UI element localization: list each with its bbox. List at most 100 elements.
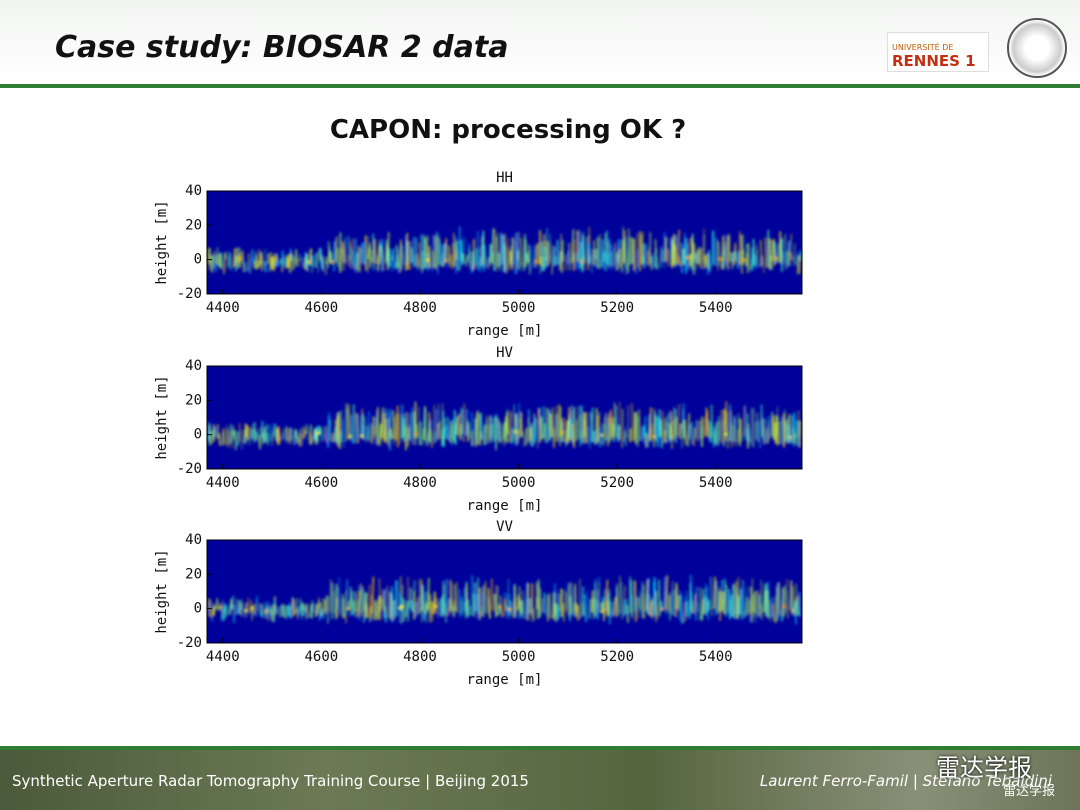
texture-streak <box>462 253 465 264</box>
texture-streak <box>469 251 472 270</box>
texture-streak <box>665 575 669 610</box>
texture-streak <box>465 254 469 267</box>
texture-streak <box>662 250 665 269</box>
texture-streak <box>269 252 272 272</box>
texture-streak <box>509 411 512 443</box>
texture-streak <box>732 425 735 443</box>
heatmap-bg <box>207 366 802 469</box>
texture-streak <box>331 432 334 443</box>
texture-streak <box>289 248 293 261</box>
texture-streak <box>717 241 721 266</box>
texture-streak <box>327 415 330 448</box>
texture-streak <box>754 254 757 269</box>
texture-streak <box>263 427 266 444</box>
texture-streak <box>371 576 375 614</box>
texture-streak <box>437 600 440 618</box>
texture-streak <box>697 420 700 442</box>
texture-streak <box>236 247 239 269</box>
texture-streak <box>795 420 798 440</box>
texture-hot <box>560 430 564 435</box>
texture-hot <box>718 257 722 261</box>
texture-streak <box>559 251 562 269</box>
texture-streak <box>491 228 495 264</box>
texture-streak <box>530 244 533 270</box>
texture-streak <box>551 407 555 449</box>
texture-streak <box>398 413 401 444</box>
texture-streak <box>585 236 588 263</box>
texture-streak <box>378 578 381 613</box>
texture-streak <box>274 423 277 441</box>
texture-streak <box>437 403 441 439</box>
texture-streak <box>559 406 562 447</box>
texture-streak <box>499 595 503 618</box>
texture-streak <box>423 416 427 444</box>
texture-streak <box>693 593 697 614</box>
texture-streak <box>395 244 399 268</box>
texture-streak <box>545 240 549 267</box>
texture-streak <box>534 414 537 442</box>
texture-streak <box>443 243 446 268</box>
texture-streak <box>672 236 675 267</box>
header-rule <box>0 84 1080 88</box>
texture-streak <box>211 424 215 444</box>
texture-streak <box>403 413 407 442</box>
texture-streak <box>439 598 442 616</box>
texture-streak <box>515 251 518 274</box>
texture-streak <box>713 576 716 609</box>
texture-streak <box>497 418 501 444</box>
texture-streak <box>680 594 683 624</box>
charts: HH 4400 4600 4800 5000 5200 5400 -20 0 20 40 range … <box>154 170 803 688</box>
texture-streak <box>389 428 393 440</box>
texture-streak <box>734 418 737 447</box>
texture-streak <box>764 418 767 444</box>
y-tick-label: 0 <box>194 601 202 617</box>
texture-streak <box>319 247 323 268</box>
texture-streak <box>675 416 678 436</box>
texture-streak <box>441 403 444 444</box>
texture-streak <box>405 600 408 617</box>
texture-streak <box>767 415 771 440</box>
plot-frame <box>206 190 803 295</box>
texture-streak <box>739 418 743 442</box>
texture-streak <box>649 407 652 439</box>
texture-streak <box>318 248 321 262</box>
texture-streak <box>797 410 800 439</box>
texture-streak <box>351 249 355 265</box>
texture-streak <box>598 576 601 614</box>
texture-streak <box>482 230 485 272</box>
texture-streak <box>495 585 498 617</box>
texture-streak <box>666 247 669 267</box>
y-tick-label: 0 <box>194 252 202 268</box>
texture-streak <box>533 245 536 267</box>
heatmap-texture <box>207 401 802 451</box>
texture-streak <box>729 410 733 447</box>
heatmap <box>206 190 803 295</box>
x-tick-label: 5200 <box>600 300 634 316</box>
texture-streak <box>706 411 709 438</box>
texture-streak <box>677 595 680 611</box>
texture-streak <box>445 579 448 616</box>
texture-streak <box>621 242 624 271</box>
texture-streak <box>211 607 215 618</box>
texture-streak <box>793 243 796 266</box>
texture-streak <box>674 244 677 264</box>
texture-streak <box>699 420 702 440</box>
texture-streak <box>222 598 225 613</box>
texture-streak <box>276 258 279 268</box>
texture-streak <box>487 588 491 619</box>
texture-hot <box>434 604 438 608</box>
texture-streak <box>658 579 661 616</box>
texture-streak <box>372 233 375 271</box>
texture-streak <box>361 242 365 265</box>
texture-streak <box>713 425 716 442</box>
heatmap <box>206 365 803 470</box>
texture-hot <box>534 260 538 264</box>
texture-streak <box>719 590 722 621</box>
y-tick-label: 20 <box>185 392 202 408</box>
texture-streak <box>221 431 224 447</box>
texture-streak <box>373 426 376 440</box>
texture-streak <box>771 239 774 262</box>
texture-streak <box>433 591 436 615</box>
texture-streak <box>629 580 633 617</box>
